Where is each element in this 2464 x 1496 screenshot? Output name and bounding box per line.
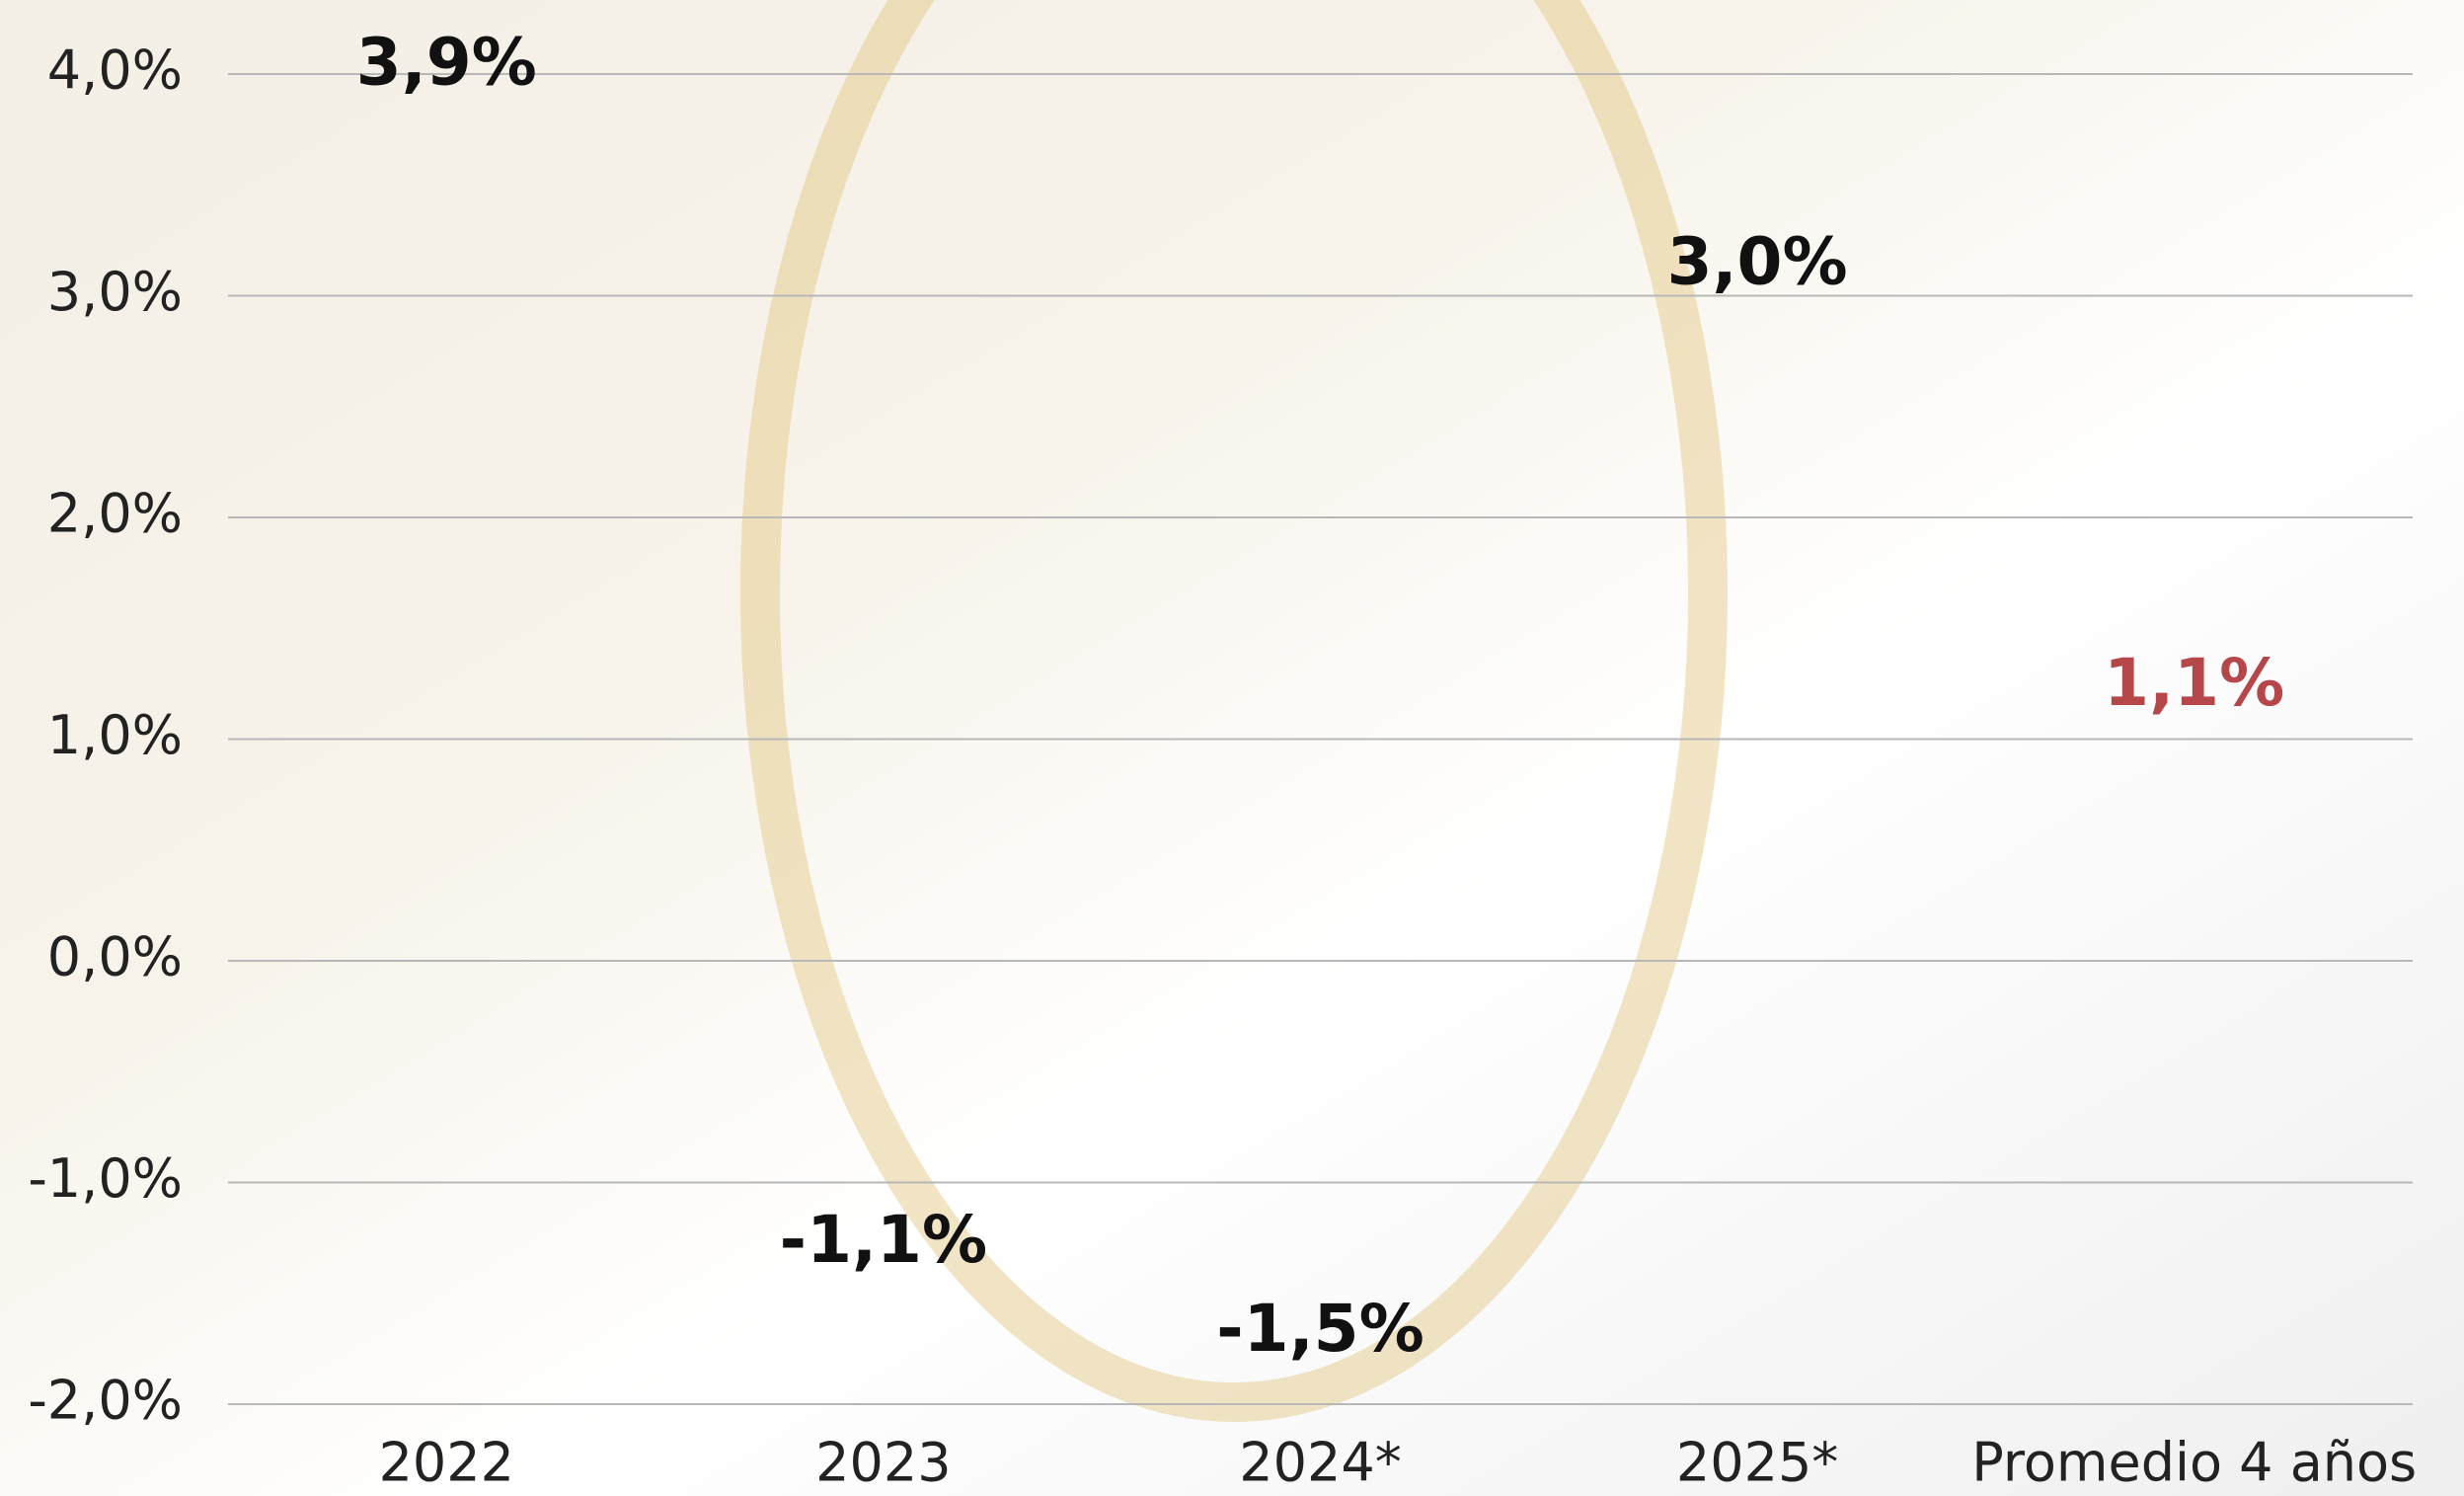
x-tick-label: 2022 bbox=[379, 1432, 514, 1494]
value-label: -1,1% bbox=[780, 1202, 987, 1278]
y-tick-label: -1,0% bbox=[28, 1147, 183, 1210]
value-label: -1,5% bbox=[1216, 1291, 1424, 1367]
value-label: 3,0% bbox=[1667, 224, 1848, 300]
y-tick-label: 4,0% bbox=[47, 39, 183, 102]
value-label: 3,9% bbox=[356, 25, 537, 101]
bar bbox=[752, 961, 1015, 1205]
y-tick-label: 0,0% bbox=[47, 926, 183, 988]
bar bbox=[1190, 961, 1452, 1294]
x-tick-label: 2024* bbox=[1239, 1432, 1401, 1494]
y-tick-label: 3,0% bbox=[47, 261, 183, 323]
bar bbox=[1626, 296, 1888, 962]
y-tick-label: 2,0% bbox=[47, 483, 183, 545]
bar bbox=[316, 96, 578, 961]
value-label: 1,1% bbox=[2104, 645, 2284, 721]
bar bbox=[2063, 717, 2326, 961]
x-tick-label: 2023 bbox=[815, 1432, 951, 1494]
x-tick-label: 2025* bbox=[1676, 1432, 1838, 1494]
y-tick-label: -2,0% bbox=[28, 1370, 183, 1432]
x-tick-label: Promedio 4 años bbox=[1971, 1432, 2417, 1494]
y-tick-label: 1,0% bbox=[47, 704, 183, 766]
background-ring bbox=[740, 0, 1728, 1422]
